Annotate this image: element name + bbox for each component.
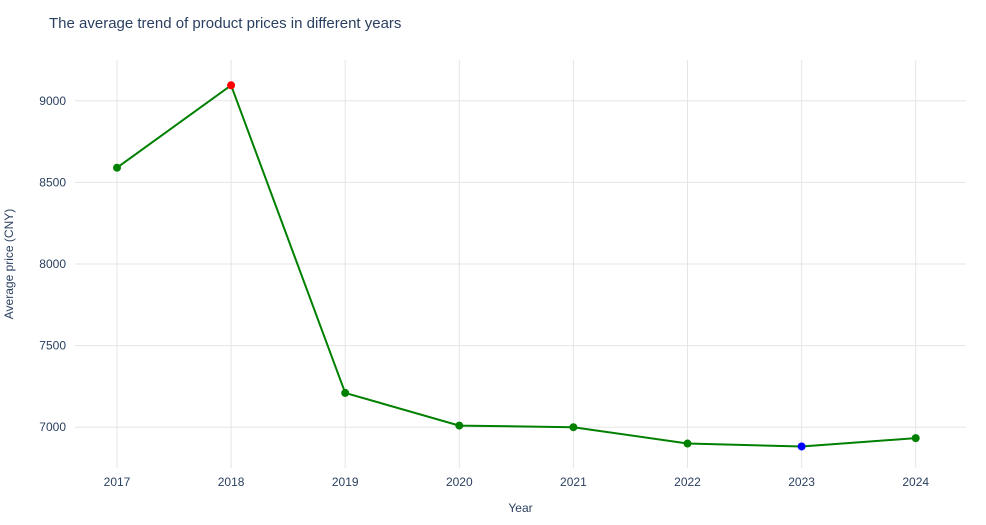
- data-point-max: [227, 81, 236, 90]
- x-tick-label: 2019: [332, 475, 359, 489]
- axis-layer: Year Average price (CNY) 2017 2018 2019 202…: [2, 94, 929, 515]
- data-point: [341, 388, 350, 397]
- series-line: [116, 83, 916, 448]
- x-tick-label: 2018: [218, 475, 245, 489]
- data-point-min: [797, 442, 806, 451]
- x-tick-label: 2021: [560, 475, 587, 489]
- marker-layer: [113, 81, 920, 451]
- y-tick-label: 8500: [39, 175, 66, 189]
- data-point: [569, 423, 578, 432]
- x-tick-label: 2017: [104, 475, 131, 489]
- y-tick-label: 8000: [39, 257, 66, 271]
- data-point: [455, 421, 464, 430]
- x-tick-label: 2020: [446, 475, 473, 489]
- x-tick-label: 2024: [902, 475, 929, 489]
- y-tick-label: 9000: [39, 94, 66, 108]
- x-axis-title: Year: [508, 501, 532, 515]
- data-point: [113, 163, 121, 172]
- y-axis-title: Average price (CNY): [2, 209, 16, 319]
- y-tick-label: 7000: [39, 420, 66, 434]
- y-tick-label: 7500: [39, 339, 66, 353]
- data-point: [911, 434, 920, 443]
- data-point: [683, 439, 692, 448]
- x-tick-label: 2023: [788, 475, 815, 489]
- grid-layer: [75, 60, 966, 468]
- line-layer: [116, 83, 916, 448]
- x-tick-label: 2022: [674, 475, 701, 489]
- chart-title: The average trend of product prices in d…: [49, 15, 402, 32]
